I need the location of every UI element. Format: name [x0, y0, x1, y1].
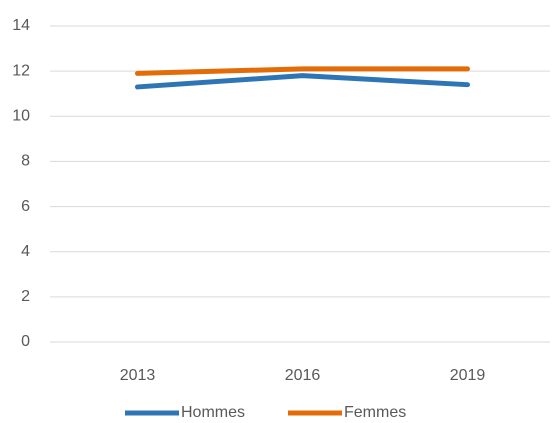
- y-tick-label: 2: [21, 288, 30, 305]
- y-tick-label: 6: [21, 198, 30, 215]
- x-tick-label: 2019: [450, 367, 486, 384]
- y-tick-label: 14: [12, 17, 30, 34]
- legend-label: Hommes: [181, 404, 245, 421]
- x-tick-label: 2016: [285, 367, 321, 384]
- y-tick-label: 10: [12, 108, 30, 125]
- y-tick-label: 8: [21, 153, 30, 170]
- legend-label: Femmes: [344, 404, 406, 421]
- x-tick-label: 2013: [120, 367, 156, 384]
- line-series: [135, 73, 470, 90]
- line-series: [135, 66, 470, 76]
- y-tick-label: 12: [12, 62, 30, 79]
- y-tick-label: 0: [21, 333, 30, 350]
- y-tick-label: 4: [21, 243, 30, 260]
